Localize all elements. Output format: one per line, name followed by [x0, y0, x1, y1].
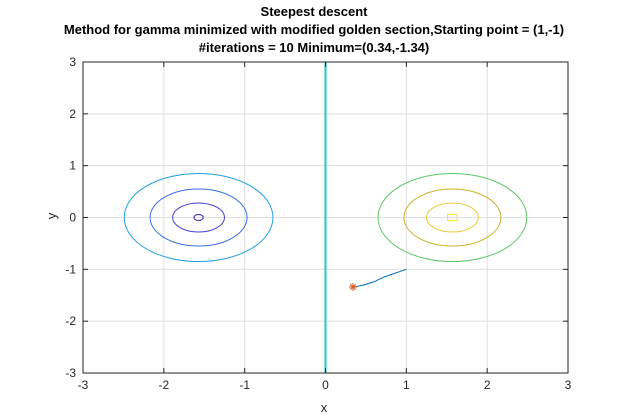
minimum-marker	[348, 282, 357, 291]
y-tick-label: -1	[65, 262, 76, 276]
x-tick-label: 0	[322, 378, 329, 392]
descent-path-layer	[348, 268, 407, 291]
x-tick-label: -2	[158, 378, 169, 392]
y-tick-label: 2	[69, 107, 76, 121]
chart-subtitle-method: Method for gamma minimized with modified…	[63, 22, 565, 37]
minimum-marker-stroke	[349, 283, 357, 291]
x-tick-label: 3	[565, 378, 572, 392]
descent-path	[352, 268, 407, 288]
contour-line	[377, 172, 528, 263]
contour-line	[149, 188, 248, 247]
chart-subtitle-result: #iterations = 10 Minimum=(0.34,-1.34)	[198, 40, 430, 55]
y-tick-label: -3	[65, 366, 76, 380]
contour-line	[193, 214, 204, 221]
contour-line	[447, 213, 458, 222]
y-axis-label: y	[44, 212, 59, 219]
contour-layer	[123, 172, 528, 263]
x-axis-label: x	[321, 400, 328, 415]
x-tick-label: -3	[78, 378, 89, 392]
y-tick-label: 0	[69, 211, 76, 225]
chart-title: Steepest descent	[260, 4, 368, 19]
contour-line	[426, 202, 479, 233]
axes-layer	[82, 61, 569, 374]
contour-line	[123, 172, 274, 263]
x-tick-label: 1	[403, 378, 410, 392]
contour-line	[403, 188, 502, 247]
y-tick-label: 1	[69, 159, 76, 173]
tick-label-layer: -3 -2 -1 0 1 2 3 -3 -2 -1 0 1 2 3	[65, 55, 571, 392]
x-tick-label: 2	[484, 378, 491, 392]
contour-line	[172, 202, 225, 233]
x-tick-label: -1	[239, 378, 250, 392]
y-tick-label: 3	[69, 55, 76, 69]
y-tick-label: -2	[65, 314, 76, 328]
